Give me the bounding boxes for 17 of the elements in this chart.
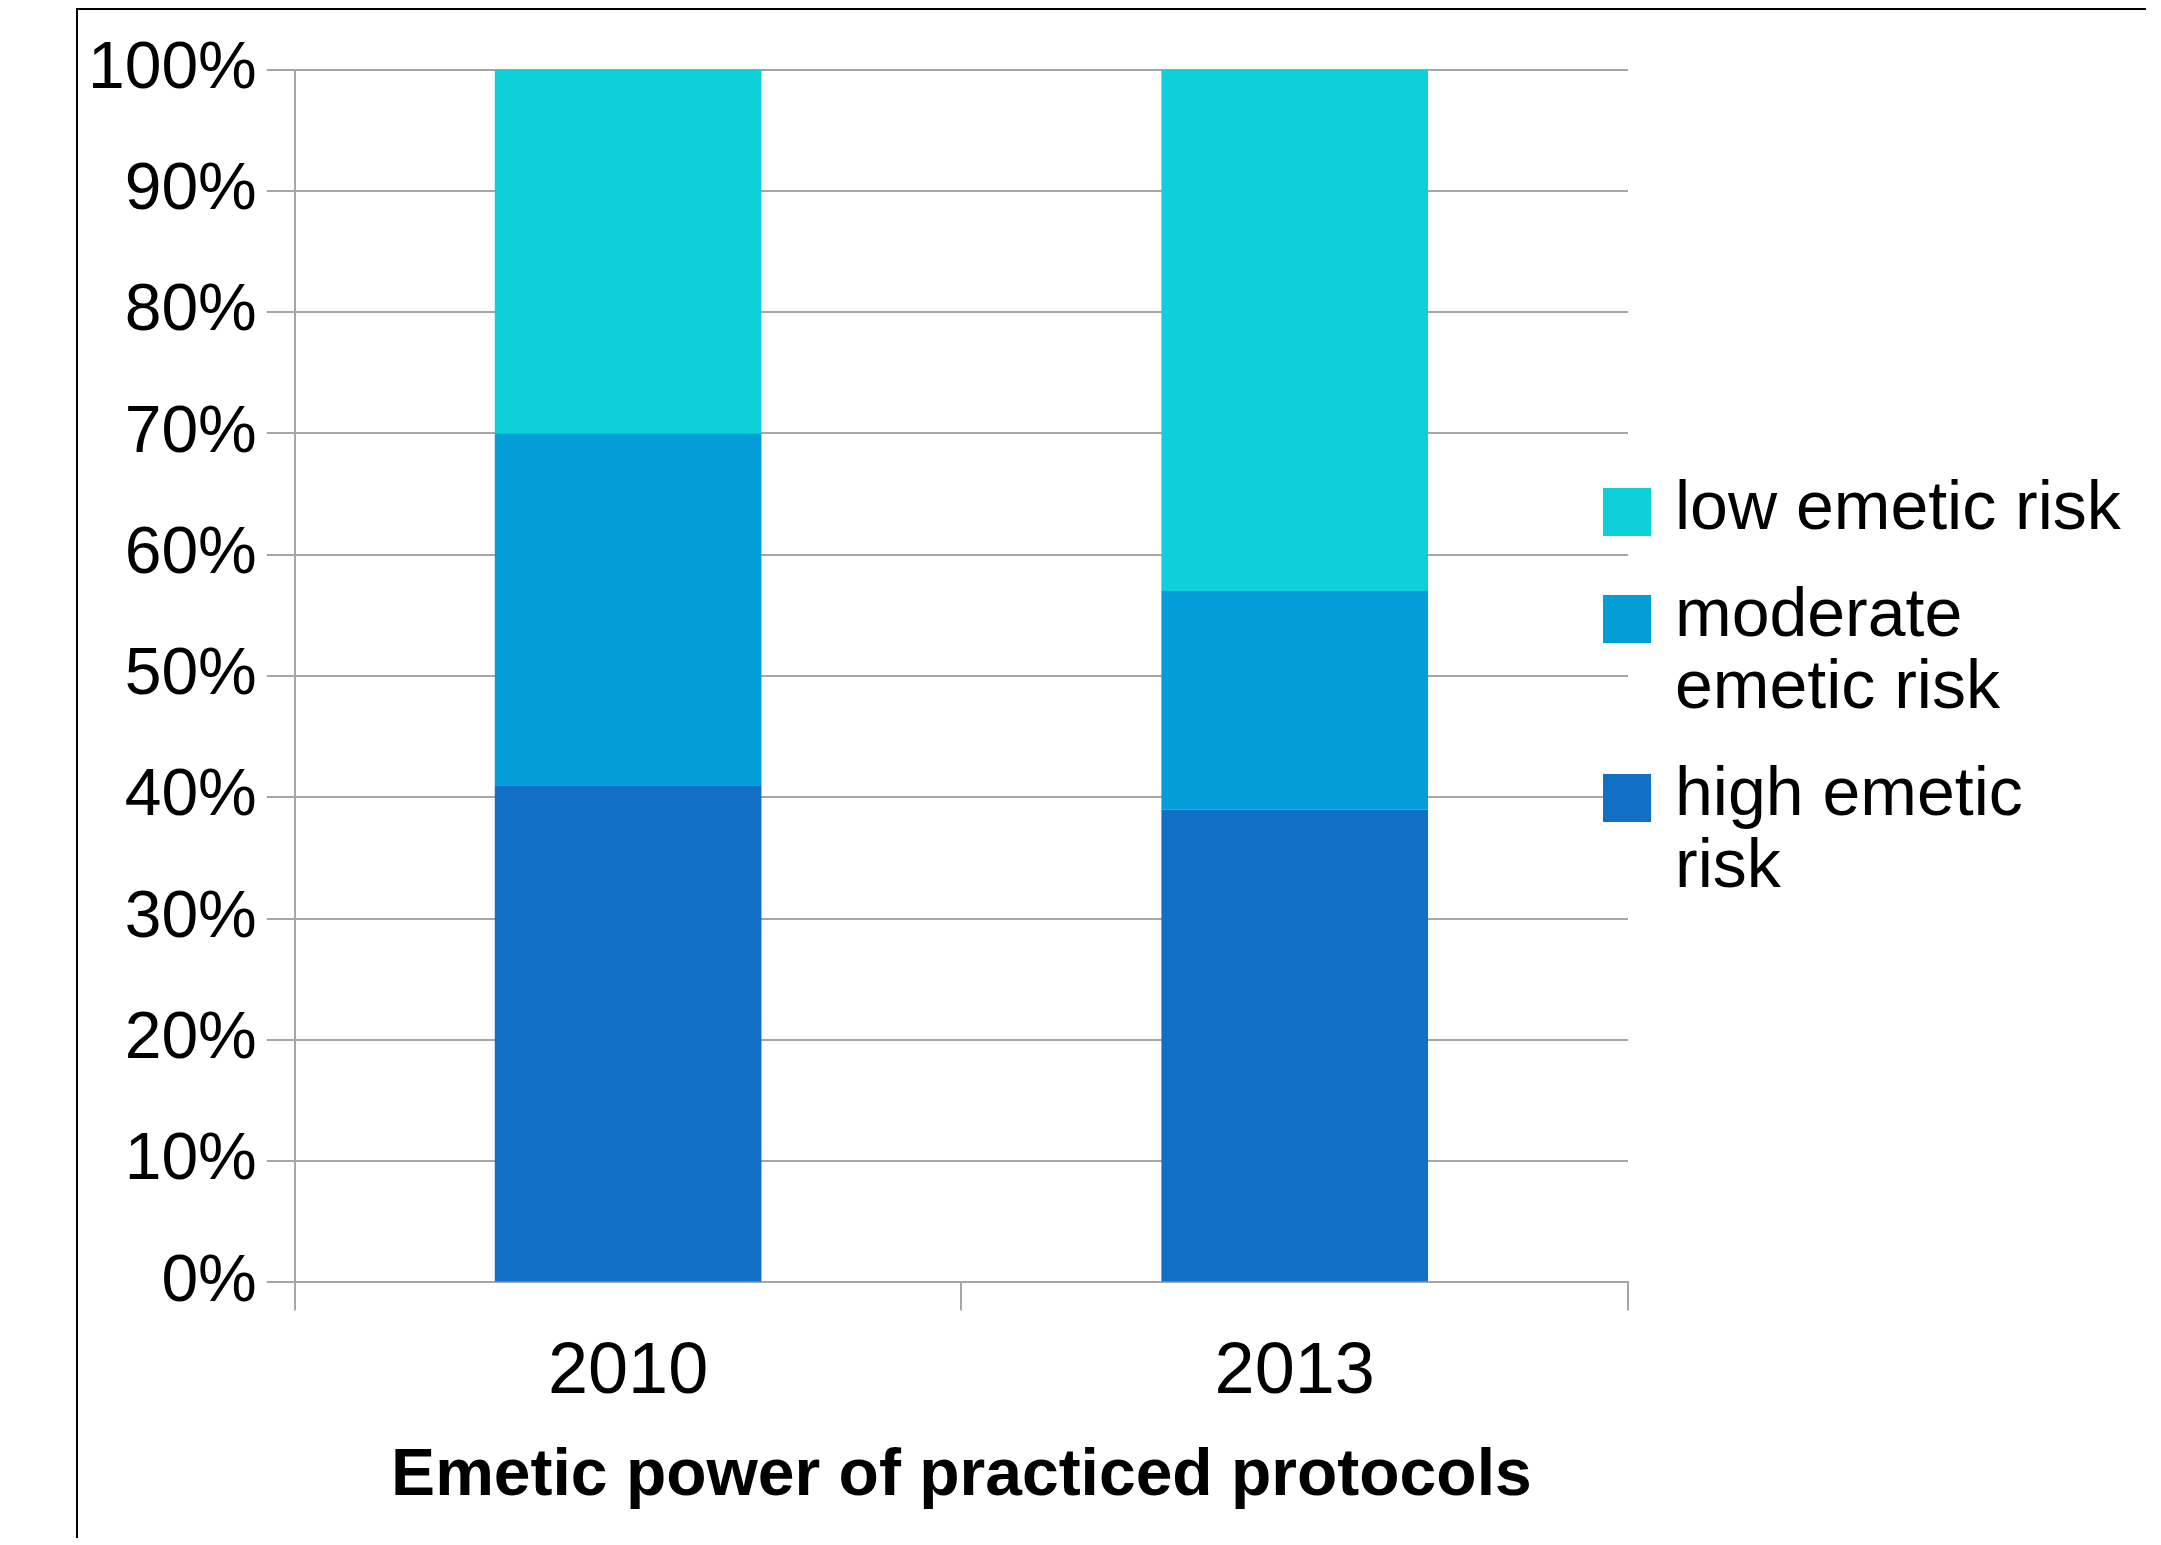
y-tick-label: 10% — [124, 1119, 257, 1194]
y-tick-label: 70% — [124, 391, 257, 466]
legend-label: high emetic risk — [1675, 753, 2024, 901]
y-tick-label: 60% — [124, 512, 257, 587]
y-tick-label: 20% — [124, 998, 257, 1073]
y-tick-label: 50% — [124, 634, 257, 709]
y-tick-label: 0% — [161, 1240, 257, 1315]
x-tick-label: 2010 — [548, 1328, 709, 1409]
legend-label: moderate emetic risk — [1675, 574, 2001, 722]
legend-label: low emetic risk — [1675, 467, 2121, 543]
y-tick-label: 100% — [87, 27, 257, 102]
x-axis-title: Emetic power of practiced protocols — [391, 1434, 1532, 1509]
y-tick-label: 90% — [124, 149, 257, 224]
y-tick-label: 30% — [124, 876, 257, 951]
y-tick-label: 40% — [124, 755, 257, 830]
y-tick-label: 80% — [124, 270, 257, 345]
x-tick-label: 2013 — [1214, 1328, 1375, 1409]
